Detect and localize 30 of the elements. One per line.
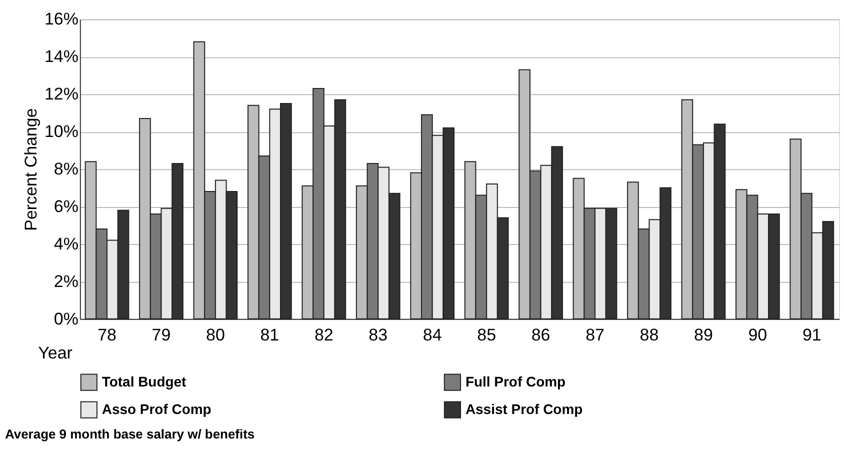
y-tick-label: 14% (44, 47, 78, 66)
y-tick-label: 16% (44, 10, 78, 29)
x-tick-label: 85 (477, 325, 496, 344)
x-tick-label: 79 (152, 325, 171, 344)
x-tick-label: 87 (586, 325, 604, 344)
y-tick-label: 8% (54, 160, 78, 179)
x-tick-label: 80 (206, 325, 225, 344)
legend-label: Total Budget (102, 373, 187, 390)
x-tick-label: 90 (748, 325, 768, 344)
legend-label: Assist Prof Comp (465, 400, 583, 417)
x-tick-label: 84 (422, 325, 442, 344)
x-tick-label: 82 (314, 325, 334, 344)
legend-label: Full Prof Comp (465, 373, 566, 390)
y-tick-label: 12% (44, 84, 78, 104)
x-tick-label: 88 (640, 325, 659, 344)
x-axis-title: Year (38, 343, 73, 362)
y-tick-label: 10% (44, 122, 78, 142)
y-axis-title: Percent Change (21, 108, 40, 231)
x-tick-label: 89 (694, 325, 713, 344)
y-tick-label: 4% (54, 234, 78, 254)
x-tick-label: 86 (531, 325, 550, 344)
legend-label: Asso Prof Comp (102, 400, 212, 417)
x-tick-label: 81 (260, 325, 280, 344)
x-tick-label: 78 (98, 325, 116, 344)
y-tick-label: 2% (54, 272, 78, 291)
text: Average 9 month base salary w/ benefits (4, 426, 255, 442)
y-tick-label: 0% (54, 309, 78, 328)
x-tick-label: 91 (802, 325, 822, 344)
y-tick-label: 6% (54, 197, 78, 216)
x-tick-label: 83 (368, 325, 388, 344)
